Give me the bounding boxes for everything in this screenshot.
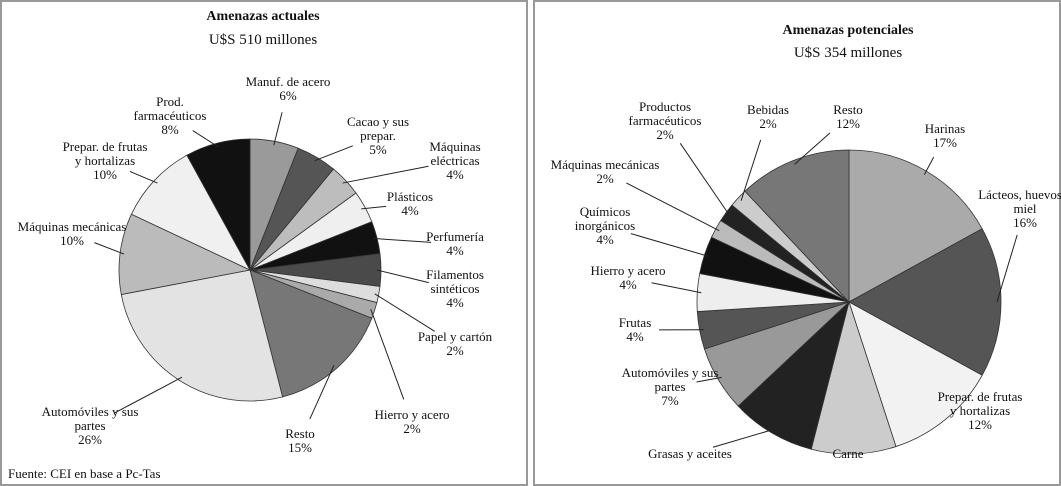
leader-line xyxy=(626,182,720,232)
slice-label: Prepar. de frutas y hortalizas xyxy=(938,389,1023,418)
slice-label: Lácteos, huevos ymiel xyxy=(978,187,1061,216)
value-label: 2% xyxy=(656,127,674,142)
pie-slice xyxy=(848,301,983,448)
slice-label: Cacao y sus prepar. xyxy=(347,114,409,143)
slice-label: Manuf. de acero xyxy=(246,74,331,89)
slice-label: Hierro y acero xyxy=(590,263,665,278)
slice-label: Químicos inorgánicos xyxy=(575,204,635,233)
leader-line xyxy=(372,237,432,243)
slice-label: Hierro y acero xyxy=(374,407,449,422)
value-label: 7% xyxy=(661,393,679,408)
slice-label: Máquinas mecánicas xyxy=(551,157,660,172)
value-label: 4% xyxy=(626,329,644,344)
chart-title: Amenazas actuales xyxy=(206,9,320,24)
leader-line xyxy=(273,112,283,146)
value-label: 5% xyxy=(369,142,387,157)
panel-border xyxy=(533,0,1061,486)
leader-line xyxy=(342,165,429,184)
value-label: 15% xyxy=(288,440,312,455)
slice-label: Máquinas eléctricas xyxy=(429,139,480,168)
value-label: 4% xyxy=(446,243,464,258)
slice-label: Filamentos sintéticos xyxy=(426,267,484,296)
leader-line xyxy=(651,282,702,294)
pie-slice xyxy=(130,154,251,271)
chart-subtitle: U$S 510 millones xyxy=(209,32,318,48)
pie-slice xyxy=(120,269,284,402)
pie-slice xyxy=(186,138,251,271)
slice-label: Harinas xyxy=(925,121,965,136)
leader-line xyxy=(113,376,183,414)
value-label: 8% xyxy=(161,122,179,137)
pie-slice xyxy=(744,149,850,304)
chart-title: Amenazas potenciales xyxy=(782,23,914,38)
value-label: 4% xyxy=(446,295,464,310)
leader-line xyxy=(309,365,335,420)
leader-line xyxy=(740,139,762,201)
leader-line xyxy=(696,376,722,383)
source: Fuente: CEI en base a Pc-Tas xyxy=(8,466,161,481)
leader-line xyxy=(129,171,158,184)
slice-label: Carne xyxy=(832,446,863,461)
value-label: 2% xyxy=(403,421,421,436)
value-label: 16% xyxy=(1013,215,1037,230)
slice-label: Plásticos xyxy=(387,189,433,204)
leader-line xyxy=(374,293,435,332)
value-label: 4% xyxy=(446,167,464,182)
pie-slice xyxy=(848,228,1002,376)
slice-label: Productos farmacéuticos xyxy=(629,99,702,128)
value-label: 2% xyxy=(446,343,464,358)
slice-label: Prepar. de frutas y hortalizas xyxy=(63,139,148,168)
value-label: 10% xyxy=(60,233,84,248)
value-label: 6% xyxy=(279,88,297,103)
value-label: 26% xyxy=(78,432,102,447)
slice-label: Automóviles y sus partes xyxy=(42,404,139,433)
leader-line xyxy=(376,269,429,284)
leader-line xyxy=(630,233,709,257)
pie-slice xyxy=(249,269,373,398)
slice-label: Papel y cartón xyxy=(418,329,493,344)
leader-line xyxy=(314,145,354,162)
pie-slice xyxy=(118,213,252,296)
pie-slice xyxy=(810,300,897,455)
value-label: 12% xyxy=(968,417,992,432)
leader-line xyxy=(794,132,831,165)
leader-line xyxy=(679,143,730,216)
value-label: 10% xyxy=(93,167,117,182)
slice-label: Resto xyxy=(833,102,863,117)
panel-border xyxy=(0,0,528,486)
slice-label: Máquinas mecánicas xyxy=(18,219,127,234)
value-label: 4% xyxy=(596,232,614,247)
value-label: 2% xyxy=(759,116,777,131)
slice-label: Frutas xyxy=(619,315,652,330)
chart-subtitle: U$S 354 millones xyxy=(794,45,903,61)
leader-line xyxy=(370,309,405,400)
slice-label: Automóviles y sus partes xyxy=(622,365,719,394)
value-label: 2% xyxy=(596,171,614,186)
value-label: 4% xyxy=(401,203,419,218)
value-label: 4% xyxy=(619,277,637,292)
leader-line xyxy=(361,205,387,210)
slice-label: Perfumería xyxy=(426,229,484,244)
leader-line xyxy=(94,242,125,255)
slice-label: Bebidas xyxy=(747,102,789,117)
pie-slice xyxy=(737,300,850,450)
leader-line xyxy=(923,156,935,175)
leader-line xyxy=(996,234,1018,303)
slice-label: Grasas y aceites xyxy=(648,446,732,461)
leader-line xyxy=(192,130,219,148)
value-label: 12% xyxy=(836,116,860,131)
leader-line xyxy=(712,428,774,448)
value-label: 17% xyxy=(933,135,957,150)
slice-label: Prod. farmacéuticos xyxy=(134,94,207,123)
slice-label: Resto xyxy=(285,426,315,441)
